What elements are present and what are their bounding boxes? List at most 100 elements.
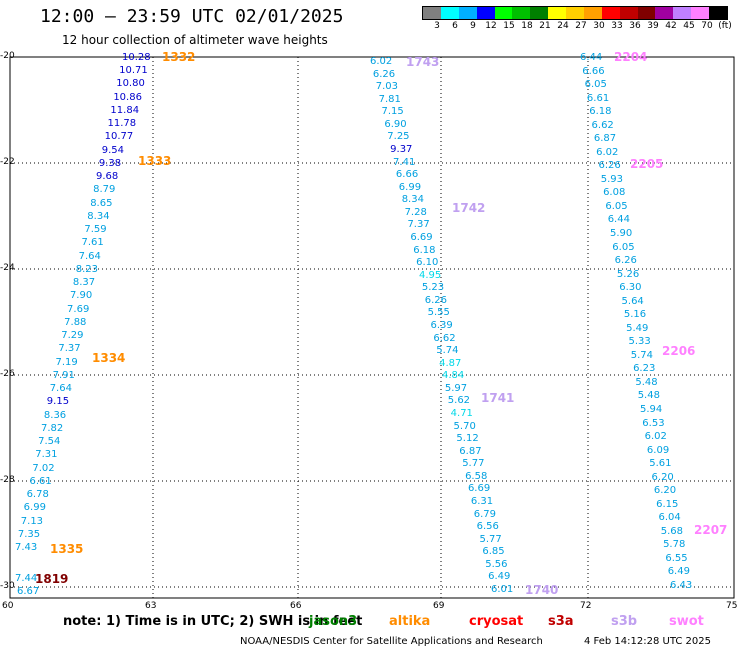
latitude-label: -26: [0, 369, 15, 379]
wave-height-reading: 6.62: [433, 332, 456, 344]
wave-height-reading: 5.64: [621, 295, 644, 307]
colorbar-swatch: [440, 7, 459, 19]
colorbar-label: 12: [485, 21, 497, 31]
pass-time-label: 1742: [452, 201, 486, 215]
wave-height-reading: 6.85: [482, 546, 505, 558]
colorbar-swatch: [423, 7, 441, 19]
wave-height-reading: 6.01: [491, 584, 514, 595]
latitude-label: -20: [0, 51, 15, 61]
wave-height-colorbar: 3 6 9 12 15 18 21 24 27 30 33 36 39 42 45 70 (ft): [422, 6, 732, 32]
wave-height-reading: 7.69: [67, 303, 90, 315]
pass-time-label: 2205: [630, 157, 664, 171]
colorbar-label: 6: [452, 21, 458, 31]
wave-height-reading: 6.18: [413, 244, 436, 256]
wave-height-reading: 6.49: [488, 571, 511, 583]
longitude-label: 75: [726, 601, 738, 611]
map-grid: [9, 56, 735, 599]
wave-height-reading: 7.90: [69, 290, 93, 302]
colorbar-swatch: [458, 7, 477, 19]
wave-height-reading: 6.99: [398, 181, 422, 193]
wave-height-reading: 6.90: [384, 118, 407, 130]
wave-height-reading: 9.15: [46, 396, 70, 408]
wave-height-reading: 7.91: [52, 369, 75, 381]
wave-height-reading: 7.61: [81, 237, 104, 249]
pass-time-label: 2204: [614, 50, 648, 64]
wave-height-reading: 6.10: [416, 257, 439, 269]
wave-height-reading: 8.79: [93, 184, 116, 196]
pass-time-label: 1333: [138, 154, 172, 168]
colorbar-swatch: [512, 7, 531, 19]
wave-height-reading: 6.26: [372, 68, 396, 80]
wave-height-reading: 7.64: [78, 250, 101, 262]
credit-line: NOAA/NESDIS Center for Satellite Applica…: [240, 636, 543, 647]
pass-time-label: 1334: [92, 351, 126, 365]
wave-height-reading: 6.02: [370, 56, 393, 67]
longitude-label: 69: [433, 601, 445, 611]
wave-height-reading: 5.33: [628, 336, 651, 348]
wave-height-reading: 5.61: [649, 458, 672, 470]
longitude-label: 60: [2, 601, 14, 611]
wave-height-reading: 7.43: [15, 542, 38, 553]
wave-height-reading: 7.59: [84, 224, 107, 236]
wave-height-reading: 6.05: [584, 79, 607, 91]
longitude-label: 66: [290, 601, 302, 611]
wave-height-reading: 8.23: [75, 263, 98, 275]
colorbar-swatch: [655, 7, 674, 19]
colorbar-label: 3: [434, 21, 440, 31]
wave-height-reading: 6.61: [586, 92, 610, 104]
wave-height-reading: 5.97: [444, 382, 468, 394]
latitude-label: -30: [0, 581, 15, 591]
pass-time-label: 1740: [525, 583, 559, 597]
generation-timestamp: 4 Feb 14:12:28 UTC 2025: [584, 636, 711, 647]
wave-height-reading: 5.48: [637, 390, 660, 402]
wave-height-reading: 9.68: [95, 171, 119, 183]
map-frame: [9, 56, 735, 599]
wave-height-reading: 7.37: [407, 219, 430, 231]
wave-height-reading: 7.13: [20, 515, 44, 527]
wave-height-reading: 6.55: [665, 552, 688, 564]
footer-note: note: 1) Time is in UTC; 2) SWH is in fe…: [63, 614, 363, 629]
map-title: 12:00 — 23:59 UTC 02/01/2025: [40, 6, 344, 27]
wave-height-reading: 7.19: [55, 356, 78, 368]
wave-height-reading: 7.28: [404, 206, 427, 218]
wave-height-reading: 8.36: [43, 409, 67, 421]
wave-height-reading: 5.62: [447, 395, 471, 407]
colorbar-label: 27: [575, 21, 587, 31]
wave-height-reading: 6.08: [603, 187, 626, 199]
wave-height-reading: 6.23: [633, 363, 656, 375]
wave-height-reading: 7.15: [381, 106, 404, 118]
colorbar-swatch: [637, 7, 656, 19]
wave-height-reading: 7.29: [61, 330, 84, 342]
pass-time-label: 1743: [406, 55, 440, 69]
satellite-legend-jason3: jason3: [309, 614, 358, 629]
wave-height-reading: 6.69: [467, 483, 491, 495]
wave-height-reading: 6.61: [29, 475, 52, 487]
pass-time-label: 1741: [481, 391, 515, 405]
wave-height-reading: 5.49: [626, 322, 649, 334]
wave-height-reading: 6.20: [653, 485, 677, 497]
wave-height-reading: 10.71: [119, 65, 148, 77]
wave-height-reading: 7.88: [64, 316, 87, 328]
wave-height-reading: 6.02: [596, 146, 619, 158]
wave-height-reading: 5.48: [635, 376, 658, 388]
wave-height-reading: 6.62: [591, 119, 614, 131]
wave-height-reading: 5.55: [427, 307, 450, 319]
wave-height-reading: 4.87: [439, 357, 462, 369]
colorbar-swatch: [691, 7, 709, 19]
colorbar-swatch: [619, 7, 638, 19]
wave-height-reading: 6.04: [658, 512, 681, 524]
wave-height-reading: 6.56: [476, 521, 499, 533]
satellite-legend-altika: altika: [389, 614, 431, 629]
longitude-label: 72: [580, 601, 592, 611]
pass-time-label: 2206: [662, 344, 696, 358]
wave-height-reading: 5.74: [630, 349, 654, 361]
pass-time-label: 1332: [162, 50, 196, 64]
colorbar-label: 9: [470, 21, 476, 31]
colorbar-label: 45: [683, 21, 695, 31]
wave-height-reading: 5.90: [610, 228, 633, 239]
wave-height-reading: 6.99: [23, 502, 46, 514]
colorbar-label: 21: [539, 21, 551, 31]
colorbar-swatch: [548, 7, 566, 19]
wave-height-reading: 11.78: [107, 118, 137, 130]
satellite-legend-cryosat: cryosat: [469, 614, 524, 629]
